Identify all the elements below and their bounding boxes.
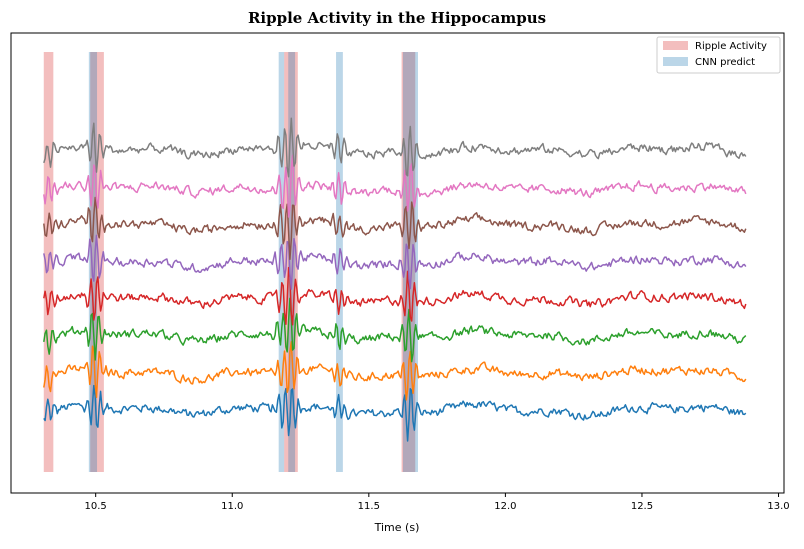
cnn-predict-band	[288, 52, 296, 472]
legend-swatch-cnn-predict	[663, 57, 688, 66]
plot-frame	[10, 32, 785, 494]
x-tick-label: 11.5	[358, 501, 380, 512]
highlight-bands	[43, 52, 418, 472]
signal-trace-8	[43, 117, 747, 178]
legend: Ripple Activity CNN predict	[656, 36, 781, 74]
x-tick-label: 12.0	[494, 501, 516, 512]
legend-label-cnn-predict: CNN predict	[695, 57, 755, 68]
legend-label-ripple-activity: Ripple Activity	[695, 41, 767, 52]
legend-swatch-ripple-activity	[663, 41, 688, 50]
x-tick-label: 11.0	[221, 501, 243, 512]
signal-traces	[43, 117, 747, 442]
x-tick-label: 10.5	[85, 501, 107, 512]
signal-trace-2	[43, 341, 747, 401]
signal-trace-5	[43, 234, 747, 290]
legend-box	[656, 36, 781, 74]
x-tick-label: 13.0	[767, 501, 789, 512]
cnn-predict-band	[278, 52, 285, 472]
signal-trace-1	[43, 384, 747, 442]
ripple-activity-band	[284, 52, 298, 472]
ripple-activity-band	[90, 52, 104, 472]
chart-title: Ripple Activity in the Hippocampus	[248, 9, 546, 27]
x-axis-ticks: 10.5 11.0 11.5 12.0 12.5 13.0	[85, 493, 790, 512]
signal-trace-4	[43, 266, 747, 326]
x-axis-label: Time (s)	[374, 521, 420, 534]
signal-trace-6	[43, 196, 747, 261]
signal-trace-3	[43, 297, 747, 363]
x-tick-label: 12.5	[631, 501, 653, 512]
signal-trace-7	[43, 154, 747, 218]
cnn-predict-band	[88, 52, 98, 472]
